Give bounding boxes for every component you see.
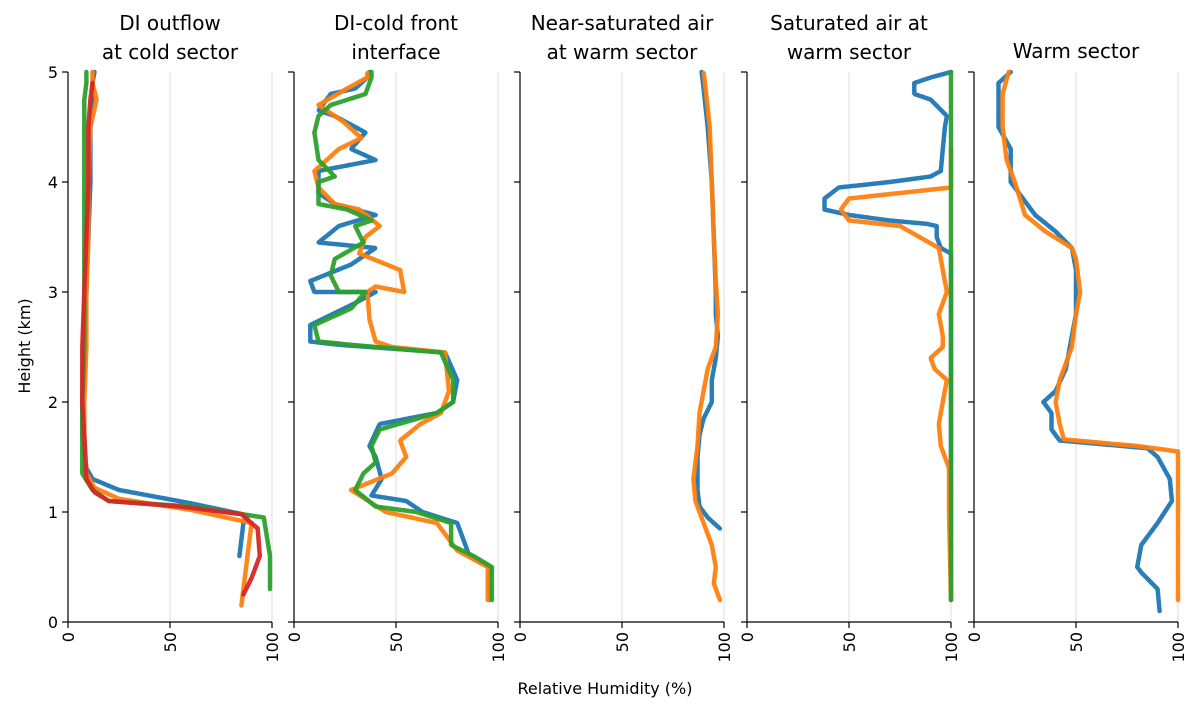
panel-title-line: Warm sector xyxy=(1013,39,1140,63)
panel-title-line: warm sector xyxy=(787,40,912,64)
x-tick-label: 100 xyxy=(942,632,961,663)
panel-title-line: Saturated air at xyxy=(770,11,928,35)
x-tick-label: 50 xyxy=(840,632,859,652)
y-tick-label: 3 xyxy=(48,283,58,302)
y-axis-label: Height (km) xyxy=(15,298,34,393)
series-line-3 xyxy=(80,69,273,592)
x-tick-label: 0 xyxy=(738,632,757,642)
x-tick-label: 0 xyxy=(59,632,78,642)
panel-4: 0 50 100 Saturated air at warm sector xyxy=(738,11,961,663)
y-tick-label: 0 xyxy=(48,613,58,632)
x-tick-label: 100 xyxy=(489,632,508,663)
x-axis-label: Relative Humidity (%) xyxy=(518,679,693,698)
series-line-1 xyxy=(80,69,250,559)
series-line-2 xyxy=(312,69,491,603)
panel-title-line: DI outflow xyxy=(119,11,221,35)
x-tick-label: 100 xyxy=(1169,632,1188,663)
x-tick-label: 50 xyxy=(387,632,406,652)
y-tick-label: 4 xyxy=(48,173,58,192)
series-line-2 xyxy=(691,69,723,603)
series-line-3 xyxy=(312,69,495,603)
panel-title-line: interface xyxy=(351,40,440,64)
panel-3: 0 50 100 Near-saturated air at warm sector xyxy=(511,11,734,663)
panel-title-line: at warm sector xyxy=(547,40,699,64)
series-line-2 xyxy=(1000,69,1181,603)
x-tick-label: 0 xyxy=(965,632,984,642)
series-line-1 xyxy=(996,69,1175,614)
x-tick-label: 100 xyxy=(715,632,734,663)
panel-2: 0 50 100 DI-cold front interface xyxy=(285,11,508,663)
panel-5: 0 50 100 Warm sector xyxy=(965,39,1188,663)
y-tick-label: 2 xyxy=(48,393,58,412)
series-line-1 xyxy=(308,69,493,603)
x-tick-label: 50 xyxy=(613,632,632,652)
y-tick-label: 5 xyxy=(48,63,58,82)
series-line-2 xyxy=(82,69,254,608)
panel-title-line: Near-saturated air xyxy=(531,11,714,35)
panel-title-line: DI-cold front xyxy=(334,11,458,35)
x-tick-label: 50 xyxy=(161,632,180,652)
x-tick-label: 100 xyxy=(263,632,282,663)
panel-title-line: at cold sector xyxy=(102,40,239,64)
series-line-1 xyxy=(822,69,954,603)
series-line-2 xyxy=(838,146,954,603)
x-tick-label: 0 xyxy=(285,632,304,642)
y-tick-label: 1 xyxy=(48,503,58,522)
x-tick-label: 0 xyxy=(511,632,530,642)
x-tick-label: 50 xyxy=(1067,632,1086,652)
series-line-4 xyxy=(80,80,263,597)
